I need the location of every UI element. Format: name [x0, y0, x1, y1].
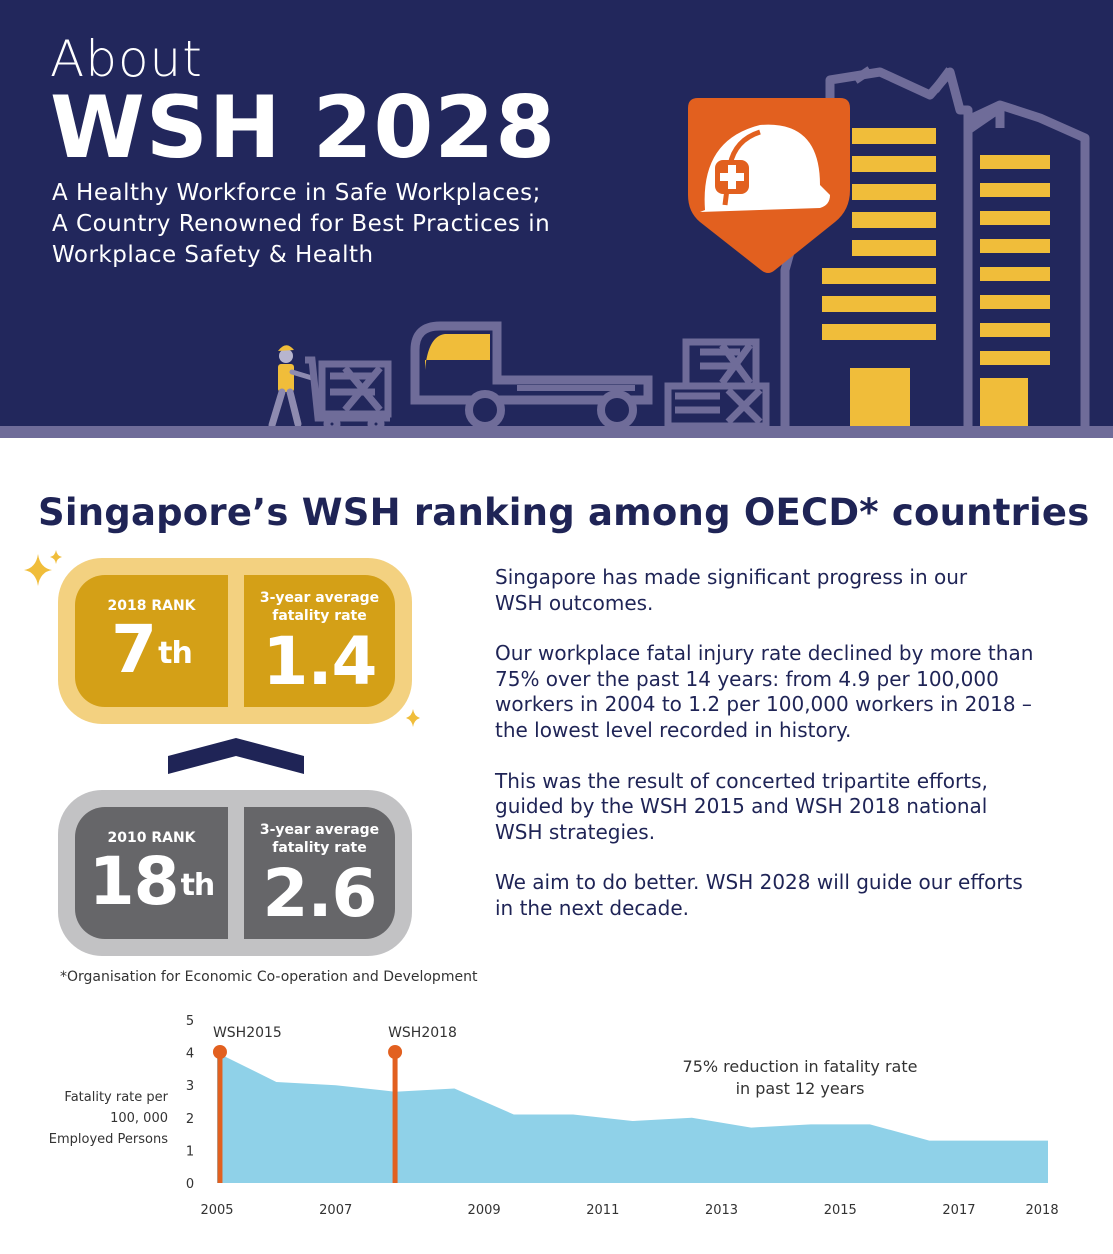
truck-icon — [410, 321, 653, 430]
fatality-rate-label: 3-year average fatality rate — [244, 589, 395, 625]
x-tick-label: 2009 — [468, 1203, 501, 1218]
paragraph: We aim to do better. WSH 2028 will guide… — [495, 870, 1035, 921]
fatality-rate-label: 3-year average fatality rate — [244, 821, 395, 857]
y-tick-label: 3 — [186, 1079, 194, 1094]
x-tick-label: 2007 — [319, 1203, 352, 1218]
chevron-up-icon — [168, 738, 304, 774]
fatality-rate-panel: 3-year average fatality rate 2.6 — [244, 807, 395, 939]
chart-annotation-line: in past 12 years — [735, 1079, 865, 1098]
factory-windows — [822, 128, 1050, 428]
rank-suffix: th — [180, 868, 216, 903]
text-line: in the next decade. — [495, 895, 690, 920]
paragraph: Our workplace fatal injury rate declined… — [495, 641, 1035, 743]
paragraph: This was the result of concerted tripart… — [495, 769, 1035, 846]
x-tick-label: 2018 — [1026, 1203, 1059, 1218]
fatality-rate-value: 1.4 — [262, 623, 378, 700]
fatality-rate-label-line: fatality rate — [272, 840, 367, 856]
paragraph: Singapore has made significant progress … — [495, 565, 1035, 616]
text-line: workers in 2004 to 1.2 per 100,000 worke… — [495, 692, 1032, 717]
text-line: WSH outcomes. — [495, 590, 654, 615]
y-tick-label: 0 — [186, 1177, 194, 1192]
hero-subtitle-line: A Healthy Workforce in Safe Workplaces; — [52, 180, 541, 206]
x-tick-label: 2013 — [705, 1203, 738, 1218]
section-title: Singapore’s WSH ranking among OECD* coun… — [38, 491, 1090, 534]
fatality-rate-label-line: fatality rate — [272, 608, 367, 624]
milestone-label: WSH2018 — [388, 1025, 457, 1041]
fatality-rate-label-line: 3-year average — [259, 590, 380, 606]
y-tick-label: 4 — [186, 1047, 194, 1062]
rank-card-2010: 2010 RANK 18th 3-year average fatality ra… — [58, 790, 412, 956]
milestone-dot — [212, 1045, 227, 1059]
chart-y-axis-label: Fatality rate per 100, 000 Employed Pers… — [40, 1087, 168, 1150]
rank-number: 18 — [88, 843, 180, 920]
text-line: We aim to do better. WSH 2028 will guide… — [495, 870, 1023, 895]
chart-annotation-line: 75% reduction in fatality rate — [682, 1057, 918, 1076]
rank-panel: 2018 RANK 7th — [75, 575, 228, 707]
x-tick-label: 2011 — [586, 1203, 619, 1218]
rank-panel: 2010 RANK 18th — [75, 807, 228, 939]
hero-subtitle-line: A Country Renowned for Best Practices in — [52, 211, 551, 237]
rank-card-2018: 2018 RANK 7th 3-year average fatality rat… — [58, 558, 412, 724]
y-tick-label: 5 — [186, 1014, 194, 1029]
fatality-rate-panel: 3-year average fatality rate 1.4 — [244, 575, 395, 707]
hero-subtitle-line: Workplace Safety & Health — [52, 242, 374, 268]
sparkle-icon — [24, 550, 62, 586]
x-tick-label: 2015 — [824, 1203, 857, 1218]
hero-title: WSH 2028 — [50, 78, 557, 178]
fatality-rate-label-line: 3-year average — [259, 822, 380, 838]
text-line: the lowest level recorded in history. — [495, 717, 852, 742]
trolley-icon — [305, 356, 392, 433]
y-tick-label: 2 — [186, 1112, 194, 1127]
rank-value: 18th — [75, 847, 228, 917]
x-tick-label: 2017 — [942, 1203, 975, 1218]
chart-annotation: 75% reduction in fatality rate in past 1… — [680, 1056, 920, 1100]
text-line: Singapore has made significant progress … — [495, 565, 968, 589]
y-axis-label-line: Fatality rate per — [64, 1090, 168, 1105]
crate-icon — [664, 338, 770, 430]
text-line: Our workplace fatal injury rate declined… — [495, 641, 1034, 666]
y-axis-label-line: Employed Persons — [48, 1132, 168, 1147]
rank-label: 2018 RANK — [107, 598, 196, 614]
footnote: *Organisation for Economic Co-operation … — [60, 969, 478, 985]
helmet-icon — [688, 98, 850, 273]
x-tick-label: 2005 — [200, 1203, 233, 1218]
milestone-dot — [388, 1045, 403, 1059]
hero-banner: About WSH 2028 A Healthy Workforce in Sa… — [0, 0, 1113, 438]
hero-ground-line — [0, 426, 1113, 438]
hero-about-label: About — [50, 30, 203, 88]
body-text: Singapore has made significant progress … — [495, 565, 1035, 947]
text-line: WSH strategies. — [495, 819, 656, 844]
rank-label: 2010 RANK — [107, 830, 196, 846]
text-line: guided by the WSH 2015 and WSH 2018 nati… — [495, 794, 988, 819]
text-line: 75% over the past 14 years: from 4.9 per… — [495, 666, 999, 691]
rank-value: 7th — [75, 615, 228, 685]
sparkle-icon — [406, 709, 420, 727]
milestone-label: WSH2015 — [213, 1025, 282, 1041]
hero-illustration — [268, 66, 1090, 433]
y-tick-label: 1 — [186, 1144, 194, 1159]
text-line: This was the result of concerted tripart… — [495, 768, 988, 793]
hero-subtitle: A Healthy Workforce in Safe Workplaces; … — [52, 178, 592, 271]
fatality-rate-chart: 0 1 2 3 4 5 2005 2007 2009 2011 2013 2015 2017 2018 WS… — [186, 1014, 1059, 1218]
fatality-rate-value: 2.6 — [262, 855, 378, 932]
rank-suffix: th — [158, 636, 193, 671]
worker-icon — [268, 345, 315, 429]
y-axis-label-line: 100, 000 — [110, 1111, 168, 1126]
chart-area — [217, 1052, 1048, 1183]
rank-number: 7 — [111, 611, 157, 688]
